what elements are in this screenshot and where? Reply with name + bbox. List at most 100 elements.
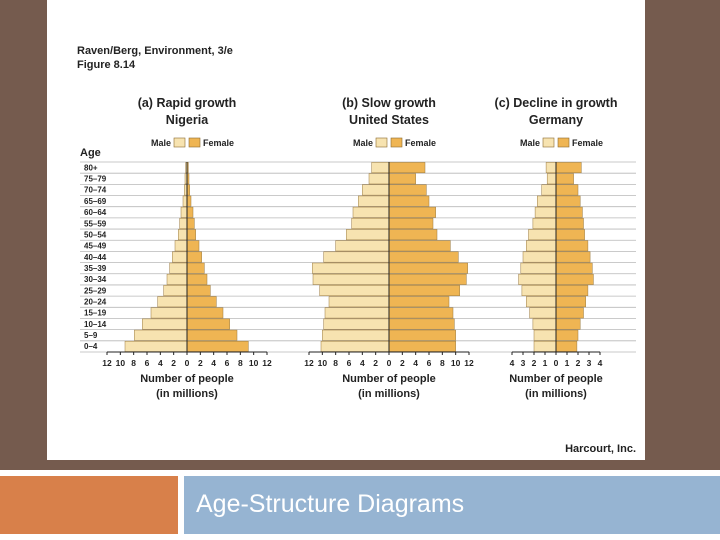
- female-bar: [186, 340, 249, 352]
- male-bar: [521, 285, 557, 296]
- male-bar: [319, 285, 390, 296]
- x-tick-label: 10: [318, 358, 328, 368]
- female-bar: [388, 218, 434, 229]
- age-axis-label: Age: [80, 147, 101, 159]
- x-tick-label: 1: [543, 358, 548, 368]
- x-tick-label: 8: [238, 358, 243, 368]
- male-bar: [520, 262, 557, 274]
- age-label: 10–14: [84, 320, 107, 329]
- male-bar: [545, 162, 557, 174]
- female-bar: [186, 318, 230, 330]
- female-bar: [186, 329, 238, 341]
- female-bar: [186, 240, 200, 252]
- female-bar: [555, 251, 591, 263]
- x-tick-label: 12: [464, 358, 474, 368]
- male-bar: [320, 340, 390, 352]
- male-bar: [322, 329, 390, 341]
- female-bar: [555, 240, 589, 252]
- x-tick-label: 8: [131, 358, 136, 368]
- male-bar: [533, 340, 557, 352]
- x-tick-label: 0: [554, 358, 559, 368]
- legend-female-label: Female: [405, 138, 436, 148]
- credit-text: Harcourt, Inc.: [565, 443, 636, 455]
- age-label: 20–24: [84, 298, 107, 307]
- female-bar: [388, 262, 468, 274]
- x-tick-label: 3: [521, 358, 526, 368]
- male-bar: [518, 273, 557, 285]
- female-bar: [555, 318, 581, 330]
- male-bar: [150, 307, 188, 319]
- panel-title: (c) Decline in growth: [495, 96, 618, 110]
- male-bar: [169, 262, 188, 274]
- female-bar: [186, 262, 205, 274]
- x-tick-label: 4: [510, 358, 515, 368]
- male-bar: [163, 285, 188, 296]
- female-bar: [388, 240, 451, 252]
- male-bar: [134, 329, 188, 341]
- female-bar: [388, 229, 438, 241]
- x-axis-label: Number of people: [140, 373, 234, 385]
- age-label: 45–49: [84, 242, 107, 251]
- female-bar: [555, 229, 585, 241]
- male-bar: [368, 173, 390, 185]
- x-tick-label: 3: [587, 358, 592, 368]
- male-bar: [174, 240, 188, 252]
- male-bar: [522, 251, 557, 263]
- age-label: 0–4: [84, 342, 98, 351]
- source-line-2: Figure 8.14: [77, 59, 136, 71]
- x-tick-label: 2: [171, 358, 176, 368]
- x-tick-label: 1: [565, 358, 570, 368]
- x-tick-label: 12: [262, 358, 272, 368]
- female-bar: [388, 195, 430, 207]
- female-bar: [555, 173, 574, 185]
- charts-layer: Age 80+ 75–79 70–74 65–69 60–64 55–59 50–54 45–4…: [80, 96, 636, 400]
- male-bar: [541, 184, 557, 196]
- x-tick-label: 2: [532, 358, 537, 368]
- female-bar: [555, 218, 584, 229]
- female-bar: [555, 262, 593, 274]
- female-bar: [388, 162, 426, 174]
- legend-female-swatch: [188, 137, 201, 148]
- female-bar: [555, 285, 589, 296]
- male-bar: [352, 206, 390, 218]
- female-bar: [186, 285, 211, 296]
- male-bar: [532, 318, 557, 330]
- x-tick-label: 2: [373, 358, 378, 368]
- legend-male-label: Male: [353, 138, 373, 148]
- female-bar: [388, 251, 459, 263]
- x-axis-label-units: (in millions): [358, 388, 420, 400]
- x-tick-label: 12: [102, 358, 112, 368]
- accent-block: [0, 476, 178, 534]
- panel-title: (b) Slow growth: [342, 96, 436, 110]
- x-tick-label: 4: [598, 358, 603, 368]
- female-bar: [388, 184, 427, 196]
- x-axis-label-units: (in millions): [156, 388, 218, 400]
- male-bar: [328, 296, 390, 308]
- male-bar: [166, 273, 188, 285]
- male-bar: [335, 240, 390, 252]
- legend-male-swatch: [173, 137, 186, 148]
- female-bar: [186, 307, 224, 319]
- female-bar: [555, 195, 581, 207]
- x-tick-label: 4: [211, 358, 216, 368]
- age-label: 80+: [84, 163, 98, 172]
- male-bar: [157, 296, 188, 308]
- panel-title: (a) Rapid growth: [138, 96, 237, 110]
- female-bar: [555, 273, 594, 285]
- legend-female-swatch: [557, 137, 570, 148]
- male-bar: [346, 229, 390, 241]
- age-label: 55–59: [84, 219, 107, 228]
- x-tick-label: 8: [440, 358, 445, 368]
- female-bar: [388, 285, 460, 296]
- female-bar: [186, 296, 217, 308]
- male-bar: [537, 195, 557, 207]
- legend-male-label: Male: [520, 138, 540, 148]
- panel-subtitle: Nigeria: [166, 113, 209, 127]
- female-bar: [388, 329, 456, 341]
- x-tick-label: 6: [427, 358, 432, 368]
- legend-male-label: Male: [151, 138, 171, 148]
- x-tick-label: 8: [333, 358, 338, 368]
- age-label: 60–64: [84, 208, 107, 217]
- female-bar: [186, 206, 194, 218]
- x-tick-label: 6: [145, 358, 150, 368]
